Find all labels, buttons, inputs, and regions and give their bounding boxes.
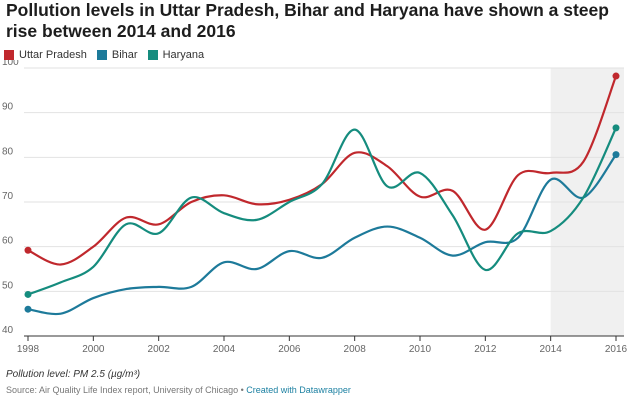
- x-tick-label: 2008: [344, 344, 367, 355]
- legend: Uttar Pradesh Bihar Haryana: [4, 48, 214, 62]
- legend-item-uttar-pradesh: Uttar Pradesh: [4, 49, 87, 61]
- series-end-point-uttar-pradesh: [612, 72, 620, 80]
- y-tick-label: 60: [2, 236, 14, 247]
- x-tick-label: 2012: [474, 344, 497, 355]
- x-tick-label: 2016: [605, 344, 628, 355]
- series-line-bihar: [26, 153, 618, 316]
- source-text: Source: Air Quality Life Index report, U…: [6, 385, 244, 395]
- datawrapper-credit-link[interactable]: Created with Datawrapper: [246, 385, 351, 395]
- x-tick-label: 2004: [213, 344, 236, 355]
- y-tick-label: 80: [2, 146, 14, 157]
- series-start-point-bihar: [24, 305, 32, 313]
- footnote-units: Pollution level: PM 2.5 (µg/m³): [6, 369, 141, 380]
- legend-label-haryana: Haryana: [162, 49, 205, 61]
- x-tick-label: 2010: [409, 344, 432, 355]
- source-line: Source: Air Quality Life Index report, U…: [6, 385, 351, 395]
- legend-label-uttar-pradesh: Uttar Pradesh: [19, 49, 87, 61]
- series-end-point-bihar: [612, 151, 620, 159]
- y-tick-label: 70: [2, 191, 14, 202]
- legend-item-haryana: Haryana: [147, 49, 205, 61]
- y-tick-label: 90: [2, 102, 14, 113]
- chart-title: Pollution levels in Uttar Pradesh, Bihar…: [6, 0, 609, 41]
- legend-label-bihar: Bihar: [111, 49, 138, 61]
- x-tick-label: 2002: [148, 344, 171, 355]
- legend-swatch-bihar: [96, 50, 107, 60]
- series-end-point-haryana: [612, 124, 620, 132]
- series-start-point-haryana: [24, 290, 32, 298]
- legend-swatch-haryana: [147, 50, 158, 60]
- y-tick-label: 50: [2, 280, 14, 291]
- x-tick-label: 2014: [540, 344, 563, 355]
- series-line-haryana: [26, 126, 618, 296]
- x-tick-label: 2006: [278, 344, 301, 355]
- x-tick-label: 2000: [82, 344, 105, 355]
- legend-swatch-uttar-pradesh: [4, 50, 14, 60]
- y-tick-label: 40: [2, 325, 14, 336]
- y-tick-label: 100: [2, 60, 19, 68]
- x-tick-label: 1998: [17, 344, 40, 355]
- line-chart: 40 50 60 70 80 90 100 1998 2000 2002 2004 2006 2008 2…: [2, 60, 628, 355]
- legend-item-bihar: Bihar: [96, 49, 138, 61]
- series-start-point-uttar-pradesh: [24, 246, 32, 254]
